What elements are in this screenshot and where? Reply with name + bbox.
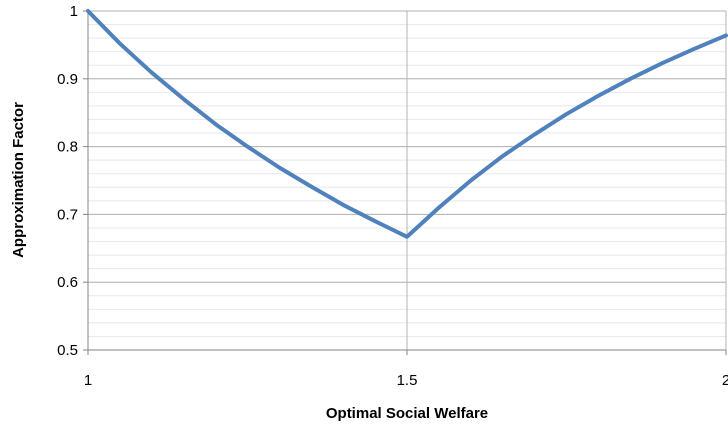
y-tick-label: 0.8 (57, 139, 78, 156)
tick-labels: 0.5 0.6 0.7 0.8 0.9 1 1 1.5 2 (57, 3, 728, 389)
y-tick-label: 0.7 (57, 206, 78, 223)
axes (83, 10, 727, 355)
y-tick-label: 1 (70, 3, 78, 20)
y-axis-title: Approximation Factor (10, 102, 27, 258)
x-tick-label: 2 (722, 372, 728, 389)
x-tick-label: 1 (84, 372, 92, 389)
y-tick-label: 0.6 (57, 274, 78, 291)
x-axis-title: Optimal Social Welfare (326, 405, 488, 422)
y-tick-label: 0.5 (57, 342, 78, 359)
series-layer (86, 9, 728, 239)
major-gridlines (88, 10, 727, 350)
series-line (86, 9, 728, 239)
x-tick-label: 1.5 (397, 372, 418, 389)
y-tick-label: 0.9 (57, 71, 78, 88)
